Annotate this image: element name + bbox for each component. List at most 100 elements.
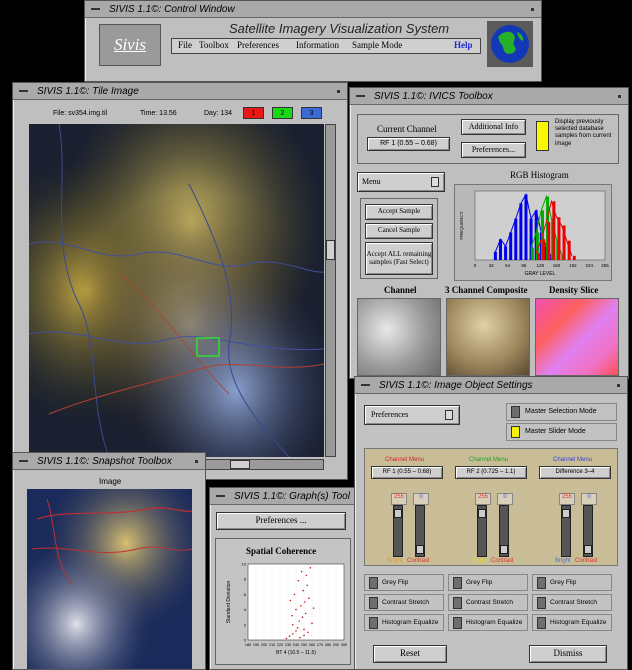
accept-all-button[interactable]: Accept ALL remaining samples (Fast Selec…: [365, 242, 433, 275]
histogram-x-tick: 32: [489, 263, 495, 268]
histogram-x-tick: 128: [536, 263, 544, 268]
slider-handle[interactable]: [562, 509, 570, 518]
toggle-contrast-stretch[interactable]: Contrast Stretch: [448, 594, 528, 611]
window-menu-icon[interactable]: [354, 91, 366, 101]
preferences-label: Preferences: [371, 409, 409, 419]
tile-image-titlebar[interactable]: SIVIS 1.1©: Tile Image: [13, 83, 347, 100]
scatter-point: [311, 622, 313, 625]
toggle-grey-flip[interactable]: Grey Flip: [532, 574, 612, 591]
toggle-indicator-active: [511, 426, 520, 438]
bright-value: 255: [475, 493, 491, 505]
contrast-label: Contrast: [575, 558, 598, 564]
graph-titlebar[interactable]: SIVIS 1.1©: Graph(s) Tool: [210, 488, 356, 505]
scroll-thumb[interactable]: [326, 240, 335, 260]
toggle-contrast-stretch[interactable]: Contrast Stretch: [364, 594, 444, 611]
menu-file[interactable]: File: [178, 40, 193, 50]
toggle-indicator: [537, 577, 546, 589]
window-title: SIVIS 1.1©: Snapshot Toolbox: [37, 455, 172, 467]
graph-preferences-button[interactable]: Preferences ...: [216, 512, 346, 530]
window-menu-icon[interactable]: [17, 456, 29, 466]
close-icon[interactable]: [527, 4, 537, 14]
toggle-indicator: [453, 577, 462, 589]
snapshot-image[interactable]: [27, 489, 192, 669]
toggle-label: Contrast Stretch: [550, 599, 597, 606]
settings-preferences-button[interactable]: Preferences: [364, 405, 460, 425]
density-slice-thumbnail[interactable]: [535, 298, 619, 376]
toggle-label: Histogram Equalize: [382, 619, 439, 626]
accept-sample-button[interactable]: Accept Sample: [365, 204, 433, 220]
channel-select-button[interactable]: Difference 3–4: [539, 466, 611, 479]
channel-blue-button[interactable]: 3: [301, 107, 322, 119]
reset-button[interactable]: Reset: [373, 645, 447, 663]
close-icon[interactable]: [191, 456, 201, 466]
histogram-bar: [519, 203, 523, 260]
close-icon[interactable]: [613, 380, 623, 390]
sample-selection-box: [196, 337, 220, 357]
bright-slider[interactable]: [561, 505, 571, 557]
scatter-x-tick: 270: [317, 643, 323, 647]
scatter-point: [308, 597, 310, 599]
satellite-tile-image[interactable]: [29, 124, 324, 457]
slider-handle[interactable]: [394, 509, 402, 518]
window-menu-icon[interactable]: [359, 380, 371, 390]
channel-select-button[interactable]: RF 1 (0.55 – 0.68): [371, 466, 443, 479]
preferences-button[interactable]: Preferences...: [461, 142, 526, 158]
menu-toolbox[interactable]: Toolbox: [199, 40, 229, 50]
toggle-grey-flip[interactable]: Grey Flip: [448, 574, 528, 591]
menu-preferences[interactable]: Preferences: [237, 40, 279, 50]
window-menu-icon[interactable]: [89, 4, 101, 14]
current-channel-label: Current Channel: [377, 124, 437, 134]
histogram-bar: [509, 232, 513, 260]
menu-sample-mode[interactable]: Sample Mode: [352, 40, 403, 50]
ivics-titlebar[interactable]: SIVIS 1.1©: IVICS Toolbox: [350, 88, 628, 105]
channel-number: 2: [280, 109, 285, 117]
toggle-histogram-equalize[interactable]: Histogram Equalize: [532, 614, 612, 631]
toggle-contrast-stretch[interactable]: Contrast Stretch: [532, 594, 612, 611]
channel-select-button[interactable]: RF 2 (0.725 – 1.1): [455, 466, 527, 479]
bright-slider[interactable]: [393, 505, 403, 557]
menu-button[interactable]: Menu: [357, 172, 445, 192]
close-icon[interactable]: [333, 86, 343, 96]
scatter-y-tick: 6: [244, 592, 247, 597]
bright-label: Bright: [387, 558, 403, 564]
toggle-grey-flip[interactable]: Grey Flip: [364, 574, 444, 591]
toggle-histogram-equalize[interactable]: Histogram Equalize: [364, 614, 444, 631]
slider-handle[interactable]: [584, 545, 592, 554]
slider-handle[interactable]: [478, 509, 486, 518]
composite-thumbnail[interactable]: [446, 298, 530, 376]
channel-thumbnail[interactable]: [357, 298, 441, 376]
channel-green-button[interactable]: 2: [272, 107, 293, 119]
toggle-histogram-equalize[interactable]: Histogram Equalize: [448, 614, 528, 631]
slider-handle[interactable]: [416, 545, 424, 554]
channel-red-button[interactable]: 1: [243, 107, 264, 119]
yellow-indicator[interactable]: [536, 121, 549, 151]
control-window-titlebar[interactable]: SIVIS 1.1©: Control Window: [85, 1, 541, 18]
bright-value: 255: [559, 493, 575, 505]
master-selection-toggle[interactable]: Master Selection Mode: [506, 403, 617, 421]
scatter-x-tick: 250: [301, 643, 307, 647]
slider-handle[interactable]: [500, 545, 508, 554]
cancel-sample-button[interactable]: Cancel Sample: [365, 223, 433, 239]
menu-information[interactable]: Information: [296, 40, 339, 50]
display-samples-note: Display previously selected database sam…: [555, 119, 612, 147]
scroll-thumb[interactable]: [230, 460, 250, 469]
master-slider-toggle[interactable]: Master Slider Mode: [506, 423, 617, 441]
window-menu-icon[interactable]: [17, 86, 29, 96]
close-icon[interactable]: [614, 91, 624, 101]
menu-help[interactable]: Help: [454, 40, 473, 50]
snapshot-toolbox-window: SIVIS 1.1©: Snapshot Toolbox Image: [12, 452, 206, 670]
contrast-slider[interactable]: [499, 505, 509, 557]
settings-titlebar[interactable]: SIVIS 1.1©: Image Object Settings: [355, 377, 627, 394]
histogram-bar: [524, 194, 528, 260]
additional-info-button[interactable]: Additional Info: [461, 119, 526, 135]
bright-slider[interactable]: [477, 505, 487, 557]
channel-select-button[interactable]: RF 1 (0.55 – 0.68): [367, 137, 450, 151]
scatter-x-label: BT 4 (10.5 – 11.5): [276, 650, 316, 656]
vertical-scrollbar[interactable]: [325, 124, 336, 457]
window-menu-icon[interactable]: [214, 491, 226, 501]
snapshot-titlebar[interactable]: SIVIS 1.1©: Snapshot Toolbox: [13, 453, 205, 470]
contrast-slider[interactable]: [415, 505, 425, 557]
contrast-slider[interactable]: [583, 505, 593, 557]
dismiss-button[interactable]: Dismiss: [529, 645, 607, 663]
graph-tool-window: SIVIS 1.1©: Graph(s) Tool Preferences ..…: [209, 487, 357, 670]
